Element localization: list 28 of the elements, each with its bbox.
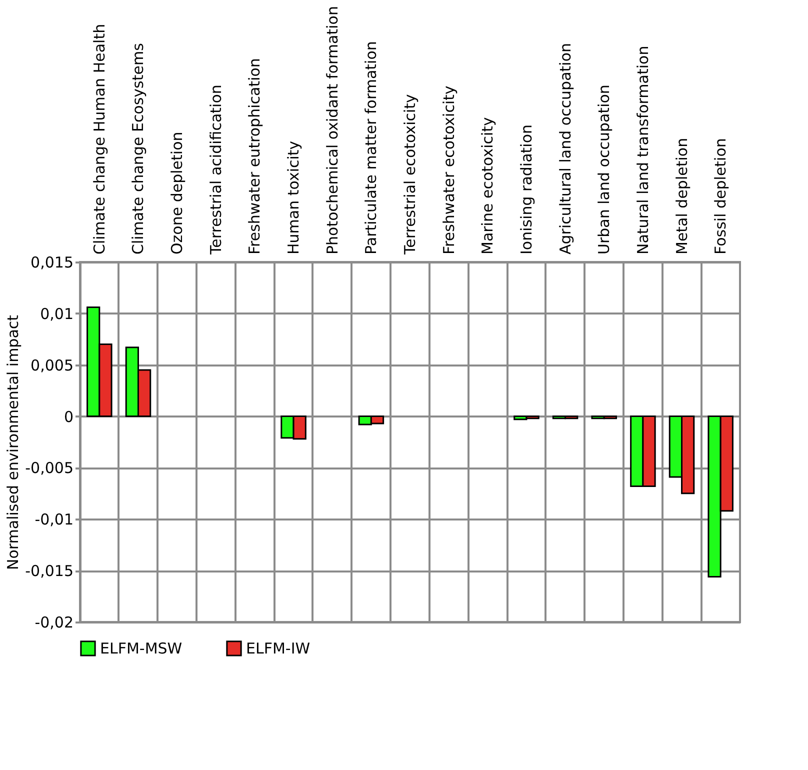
x-tick-label: Fossil depletion	[712, 138, 730, 254]
x-tick-label: Ionising radiation	[517, 124, 536, 254]
legend-label: ELFM-IW	[246, 639, 310, 658]
x-tick-label: Freshwater eutrophication	[246, 58, 264, 254]
x-tick-label: Agricultural land occupation	[556, 42, 574, 254]
y-tick-label: -0,02	[34, 614, 74, 632]
y-tick-label: -0,01	[34, 510, 74, 529]
x-tick-label: Photochemical oxidant formation	[323, 6, 342, 254]
y-axis-title: Normalised environmental impact	[4, 314, 22, 570]
x-tick-label: Climate change Ecosystems	[129, 42, 148, 254]
y-tick-label: -0,005	[25, 459, 74, 478]
x-tick-label: Natural land transformation	[634, 46, 652, 254]
y-tick-label: -0,015	[25, 562, 74, 580]
x-tick-label: Marine ecotoxicity	[478, 116, 497, 254]
x-tick-label: Ozone depletion	[168, 132, 186, 254]
y-tick-label: 0,015	[30, 254, 74, 272]
x-tick-label: Urban land occupation	[595, 84, 614, 254]
x-tick-label: Human toxicity	[284, 140, 303, 254]
x-tick-label: Terrestrial ecotoxicity	[401, 94, 419, 256]
y-tick-label: 0,005	[30, 356, 74, 374]
legend-label: ELFM-MSW	[100, 639, 182, 658]
y-tick-label: 0	[64, 408, 74, 426]
x-tick-label: Terrestrial acidification	[206, 84, 225, 256]
x-tick-label: Freshwater ecotoxicity	[440, 85, 458, 254]
x-tick-label: Climate change Human Health	[90, 24, 108, 254]
y-tick-label: 0,01	[40, 304, 74, 323]
x-tick-label: Metal depletion	[672, 138, 691, 254]
x-tick-label: Particulate matter formation	[362, 41, 380, 254]
